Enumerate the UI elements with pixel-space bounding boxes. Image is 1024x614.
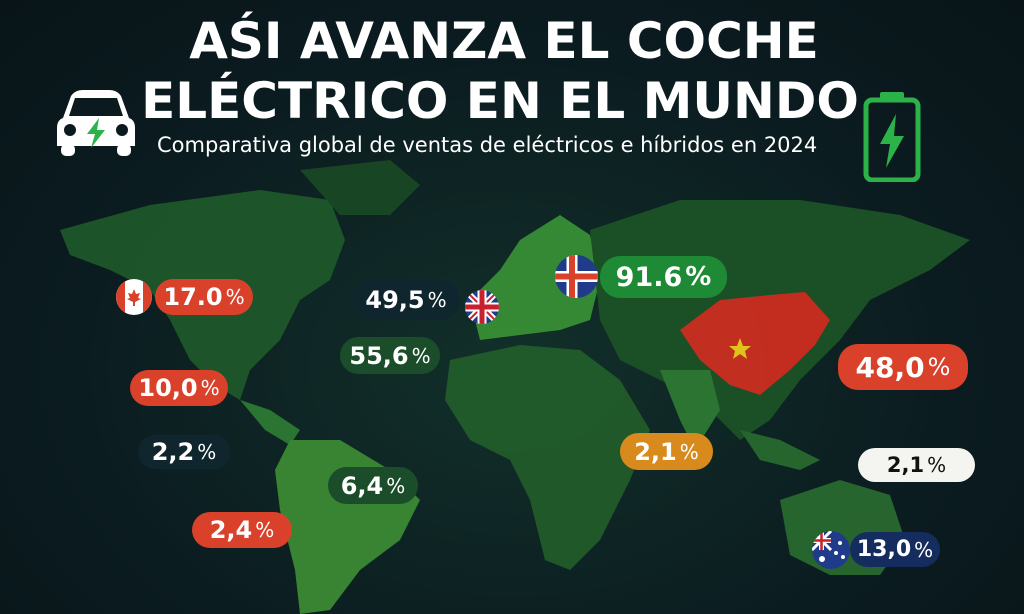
badge-unit: % <box>225 285 245 309</box>
badge-unit: % <box>411 343 431 368</box>
electric-car-icon <box>57 90 135 156</box>
south-america-badge: 2,4% <box>192 512 292 548</box>
europe-badge: 55,6% <box>340 337 440 374</box>
badge-unit: % <box>200 376 220 400</box>
badge-unit: % <box>197 440 217 464</box>
mexico-badge: 10,0% <box>130 370 228 406</box>
badge-value: 48,0 <box>855 350 925 384</box>
china-highlight <box>680 292 830 395</box>
china-star-icon <box>729 338 751 359</box>
title-line-2: ELÉCTRICO EN EL MUNDO <box>141 72 859 130</box>
title-line-1: AŚI AVANZA EL COCHE <box>189 12 819 70</box>
central-america-badge: 2,2% <box>138 435 230 469</box>
badge-value: 2,2 <box>151 438 195 466</box>
badge-unit: % <box>255 518 275 542</box>
badge-value: 13,0 <box>856 537 912 562</box>
iceland-flag-icon <box>555 255 598 298</box>
badge-value: 6,4 <box>340 471 384 500</box>
brazil-badge: 6,4% <box>328 467 418 504</box>
australia-badge: 13,0% <box>850 532 940 567</box>
greenland <box>300 160 420 215</box>
badge-value: 10,0 <box>138 374 198 402</box>
southeast-asia <box>740 430 820 470</box>
badge-unit: % <box>386 473 406 498</box>
badge-value: 49,5 <box>365 286 425 314</box>
india-badge: 2,1% <box>620 433 713 470</box>
subtitle: Comparativa global de ventas de eléctric… <box>157 133 818 157</box>
badge-unit: % <box>927 353 951 381</box>
battery-charging-icon <box>863 92 921 182</box>
southeast-asia-badge: 2,1% <box>858 448 975 482</box>
central-america <box>240 400 300 445</box>
china-badge: 48,0% <box>838 344 968 390</box>
iceland-badge: 91.6% <box>600 256 727 298</box>
uk-flag-icon <box>465 290 499 324</box>
badge-unit: % <box>679 439 699 464</box>
badge-value: 55,6 <box>349 341 409 370</box>
badge-value: 2,1 <box>634 437 677 466</box>
badge-value: 91.6 <box>615 261 683 293</box>
europe <box>470 215 600 340</box>
badge-unit: % <box>427 288 447 312</box>
badge-value: 2,1 <box>886 453 925 477</box>
badge-value: 17.0 <box>163 283 223 311</box>
badge-unit: % <box>685 262 712 292</box>
badge-unit: % <box>927 453 947 477</box>
badge-unit: % <box>914 537 934 562</box>
africa <box>445 345 650 570</box>
canada-flag-icon <box>116 279 152 315</box>
canada-badge: 17.0% <box>155 279 253 315</box>
india <box>660 370 720 450</box>
badge-value: 2,4 <box>209 516 253 544</box>
australia-flag-icon <box>812 531 850 569</box>
uk-badge: 49,5% <box>352 280 460 320</box>
